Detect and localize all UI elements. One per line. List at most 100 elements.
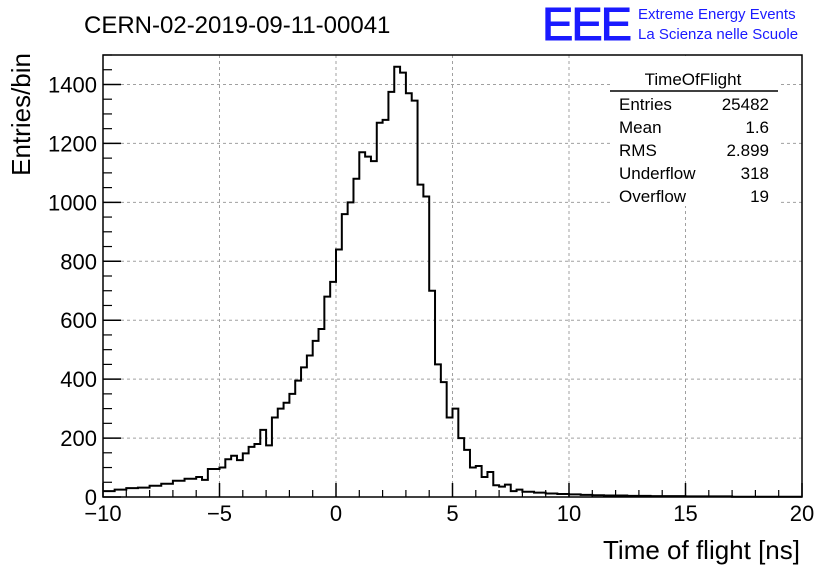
histogram-bin [278, 409, 284, 497]
eee-logo-mark: EEE [542, 0, 630, 50]
histogram-bin [365, 157, 371, 497]
histogram-bin [138, 488, 150, 497]
y-tick-labels: 0 200 400 600 800 1000 1200 1400 [48, 72, 97, 510]
histogram-bin [458, 438, 464, 497]
y-tick-label: 1200 [48, 131, 97, 156]
histogram-bin [307, 356, 313, 497]
histogram-bin [319, 329, 325, 497]
stats-row-label: Entries [619, 95, 672, 114]
histogram-bin [202, 480, 208, 497]
histogram-bin [487, 472, 493, 497]
stats-box-background [610, 56, 778, 206]
x-tick-label: 20 [790, 501, 814, 526]
histogram-bin [499, 487, 505, 497]
histogram-bin [324, 297, 330, 497]
histogram-bin [231, 456, 237, 497]
y-tick-label: 1000 [48, 190, 97, 215]
x-tick-label: 15 [673, 501, 697, 526]
histogram-bin [284, 403, 290, 497]
y-axis-title: Entries/bin [6, 53, 36, 176]
histogram-bin [511, 491, 517, 497]
histogram-bin [295, 381, 301, 497]
histogram-bin [423, 196, 429, 497]
y-tick-label: 0 [85, 485, 97, 510]
logo-line-2: La Scienza nelle Scuole [638, 26, 798, 43]
histogram-bin [196, 477, 202, 497]
histogram-bin [237, 460, 243, 497]
x-axis-title: Time of flight [ns] [603, 535, 800, 565]
x-tick-label: 10 [557, 501, 581, 526]
stats-rows: Entries 25482 Mean 1.6 RMS 2.899 Underflow 318 O… [619, 95, 769, 206]
histogram-bin [173, 481, 185, 497]
histogram-bin [266, 445, 272, 497]
eee-logo: EEE Extreme Energy Events La Scienza nel… [542, 0, 799, 51]
histogram-bin [418, 185, 424, 497]
histogram-bin [103, 491, 115, 497]
histogram-bin [435, 364, 441, 497]
stats-box: TimeOfFlight Entries 25482 Mean 1.6 RMS 2.899… [610, 56, 778, 206]
histogram-bin [126, 488, 138, 497]
x-tick-label: 0 [330, 501, 342, 526]
histogram-bin [383, 120, 389, 497]
stats-row-label: Overflow [619, 187, 687, 206]
histogram-bin [249, 447, 255, 497]
histogram-bin [150, 486, 162, 497]
histogram-bin [447, 417, 453, 497]
stats-row-value: 318 [741, 164, 769, 183]
histogram-bin [429, 291, 435, 497]
y-tick-label: 200 [60, 426, 97, 451]
y-tick-label: 600 [60, 308, 97, 333]
grid-layer [103, 55, 802, 497]
y-tick-label: 400 [60, 367, 97, 392]
histogram-bin [208, 469, 220, 497]
histogram-bin [406, 93, 412, 497]
stats-row-label: Mean [619, 118, 662, 137]
histogram-bin [522, 492, 534, 497]
chart-title: CERN-02-2019-09-11-00041 [84, 12, 390, 39]
histogram-bin [260, 430, 266, 497]
histogram-bin [161, 484, 173, 497]
histogram-bin [272, 417, 278, 497]
histogram-bin [464, 450, 470, 497]
stats-row-label: Underflow [619, 164, 696, 183]
histogram-bin [470, 468, 476, 497]
stats-row-value: 19 [750, 187, 769, 206]
histogram-bin [336, 249, 342, 497]
histogram-bin [342, 214, 348, 497]
histogram-bin [394, 67, 400, 497]
histogram-bin [185, 479, 197, 497]
stats-row-label: RMS [619, 141, 657, 160]
stats-row-value: 2.899 [726, 141, 769, 160]
histogram-bin [301, 367, 307, 497]
histogram-bin [289, 394, 295, 497]
histogram-bin [353, 179, 359, 497]
histogram-bin [388, 92, 394, 497]
y-tick-label: 800 [60, 249, 97, 274]
histogram-bin [313, 341, 319, 497]
x-tick-labels: −10 −5 0 5 10 15 20 [84, 501, 814, 526]
stats-row-value: 1.6 [745, 118, 769, 137]
logo-line-1: Extreme Energy Events [638, 6, 796, 23]
histogram-bin [476, 466, 482, 497]
stats-box-title: TimeOfFlight [645, 70, 742, 89]
histogram-bin [453, 409, 459, 497]
histogram-bin [330, 282, 336, 497]
histogram-bin [243, 453, 249, 497]
x-tick-label: 5 [446, 501, 458, 526]
histogram-bin [493, 485, 499, 497]
axis-ticks [102, 54, 803, 498]
histogram-bin [371, 161, 377, 497]
histogram-bin [348, 202, 354, 497]
x-tick-label: −10 [84, 501, 121, 526]
histogram-bin [400, 73, 406, 497]
histogram-bin [505, 485, 511, 497]
histogram-bin [517, 490, 523, 497]
histogram-bin [220, 468, 226, 497]
histogram-bin [115, 490, 127, 497]
histogram-bin [441, 382, 447, 497]
x-tick-label: −5 [207, 501, 232, 526]
histogram-bin [254, 444, 260, 497]
histogram-bin [359, 152, 365, 497]
histogram-bin [377, 123, 383, 497]
